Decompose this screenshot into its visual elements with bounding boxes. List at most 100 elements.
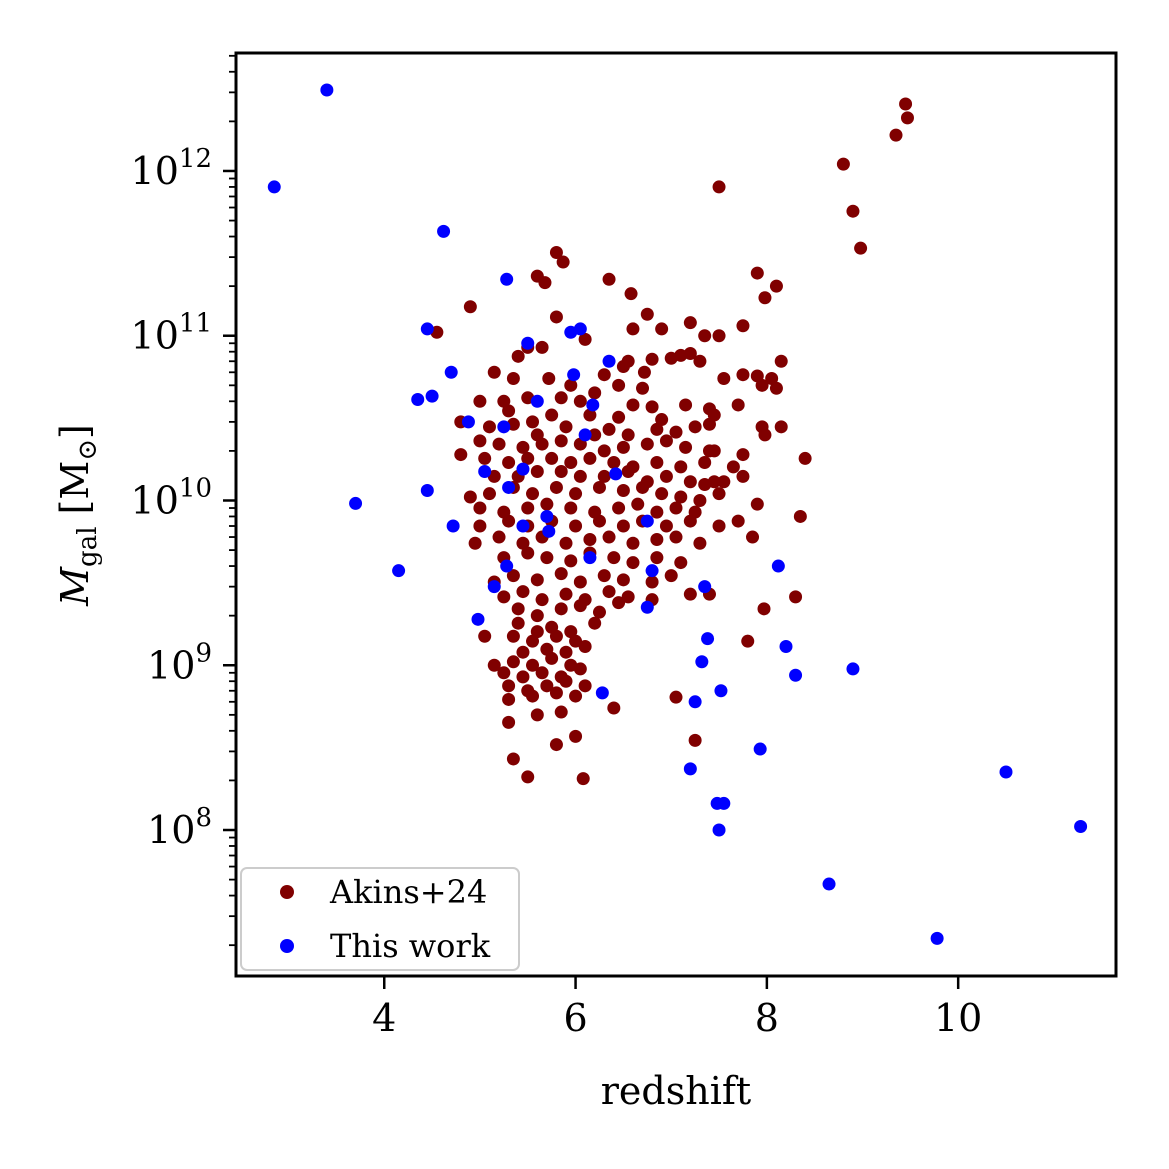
akins-point-84 [698,456,712,470]
akins-point-67 [597,444,611,458]
akins-point-236 [736,448,750,462]
akins-point-249 [789,590,803,604]
this-work-point-25 [640,514,654,528]
this-work-point-21 [502,480,516,494]
y-tick-label-0: 108 [147,803,212,852]
this-work-point-53 [822,877,836,891]
this-work-point-32 [645,564,659,578]
akins-point-223 [712,329,726,343]
this-work-point-24 [540,509,554,523]
this-work-point-23 [349,496,363,510]
akins-point-186 [578,639,592,653]
akins-point-63 [516,440,530,454]
this-work-point-46 [683,762,697,776]
akins-point-138 [669,530,683,544]
akins-point-241 [698,478,712,492]
akins-point-225 [717,372,731,386]
akins-point-104 [636,480,650,494]
this-work-point-34 [698,580,712,594]
akins-point-207 [530,708,544,722]
x-axis-label: redshift [601,1069,751,1113]
akins-point-228 [765,372,779,386]
akins-point-220 [758,291,772,305]
akins-point-128 [683,514,697,528]
akins-point-27 [616,360,630,374]
akins-point-155 [616,573,630,587]
akins-point-115 [631,497,645,511]
akins-point-77 [545,451,559,465]
akins-point-55 [602,422,616,436]
x-tick-label-2: 8 [755,996,779,1040]
akins-point-31 [612,378,626,392]
this-work-point-39 [695,655,709,669]
akins-point-192 [497,666,511,680]
akins-point-147 [650,551,664,565]
akins-point-40 [679,398,693,412]
akins-point-183 [516,645,530,659]
this-work-point-9 [444,365,458,379]
akins-point-239 [736,469,750,483]
akins-point-54 [588,428,602,442]
akins-point-254 [854,241,868,255]
this-work-point-20 [609,467,623,481]
this-work-point-26 [446,519,460,533]
akins-point-127 [659,519,673,533]
akins-point-0 [549,246,563,260]
akins-point-80 [607,456,621,470]
akins-point-8 [640,307,654,321]
akins-point-100 [549,480,563,494]
akins-point-30 [588,386,602,400]
akins-point-9 [655,322,669,336]
akins-point-125 [616,519,630,533]
this-work-point-3 [500,272,514,286]
akins-point-257 [900,111,914,125]
akins-point-44 [545,408,559,422]
akins-point-252 [836,157,850,171]
this-work-point-16 [497,420,511,434]
akins-point-171 [592,605,606,619]
this-work-point-38 [779,639,793,653]
this-work-point-0 [320,83,334,97]
akins-point-87 [530,464,544,478]
akins-point-88 [554,464,568,478]
akins-point-172 [612,596,626,610]
legend-marker-akins [280,885,294,899]
akins-point-60 [702,417,716,431]
y-axis-label: Mgal [M⊙] [53,424,103,607]
akins-point-148 [674,556,688,570]
y-label-symbol: M [53,566,97,607]
this-work-point-37 [701,632,715,646]
akins-point-237 [798,451,812,465]
akins-point-208 [554,705,568,719]
akins-point-112 [564,501,578,515]
akins-point-36 [554,391,568,405]
this-work-point-29 [583,551,597,565]
akins-point-7 [549,310,563,324]
plot-frame [234,51,1118,978]
akins-point-91 [621,464,635,478]
akins-point-134 [583,532,597,546]
akins-point-50 [482,420,496,434]
akins-point-166 [683,587,697,601]
akins-point-185 [559,645,573,659]
akins-point-247 [746,530,760,544]
akins-point-47 [655,413,669,427]
y-tick-labels: 108 109 1010 1011 1012 [131,144,212,852]
akins-point-163 [602,585,616,599]
akins-point-246 [712,519,726,533]
akins-point-39 [645,400,659,414]
akins-point-230 [769,381,783,395]
akins-point-123 [569,519,583,533]
akins-point-94 [683,475,697,489]
y-tick-label-3: 1011 [131,309,212,358]
akins-point-130 [492,530,506,544]
akins-point-177 [588,616,602,630]
akins-point-29 [564,378,578,392]
akins-point-25 [542,372,556,386]
akins-point-59 [688,420,702,434]
akins-point-53 [559,420,573,434]
akins-point-154 [597,569,611,583]
akins-point-33 [473,394,487,408]
akins-point-157 [664,569,678,583]
akins-point-85 [487,469,501,483]
